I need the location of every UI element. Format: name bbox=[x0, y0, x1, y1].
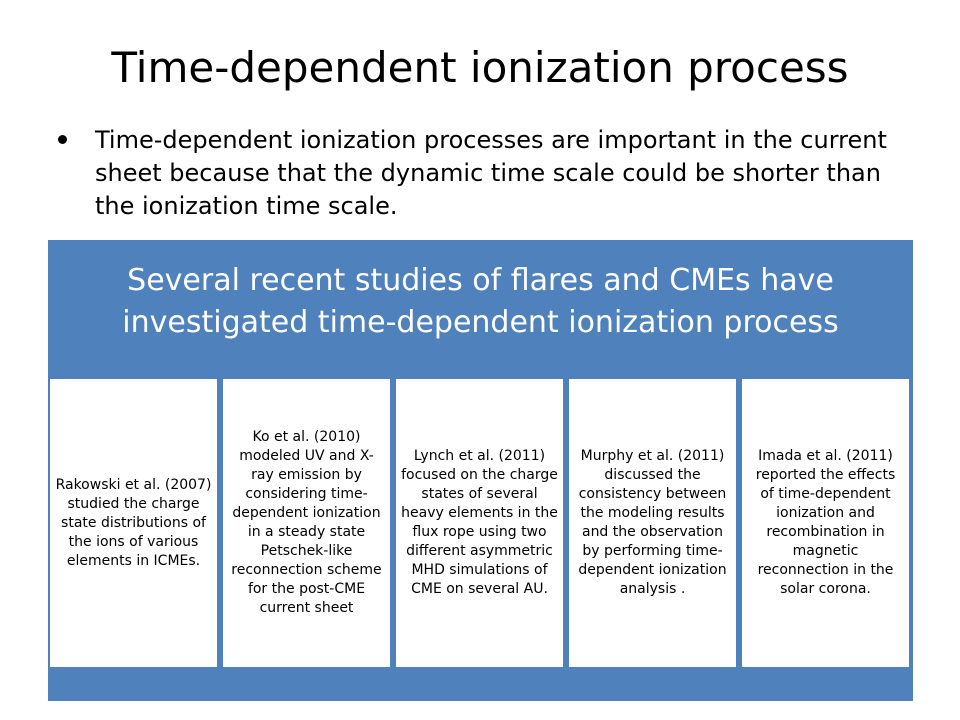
study-card-text: Imada et al. (2011) reported the effects… bbox=[755, 448, 896, 597]
slide-title: Time-dependent ionization process bbox=[111, 43, 849, 92]
study-card-lynch: Lynch et al. (2011) focused on the charg… bbox=[394, 377, 565, 669]
study-card-text: Ko et al. (2010) modeled UV and X-ray em… bbox=[231, 429, 382, 616]
study-card-murphy: Murphy et al. (2011) discussed the consi… bbox=[567, 377, 738, 669]
study-card-imada: Imada et al. (2011) reported the effects… bbox=[740, 377, 911, 669]
bullet-text: Time-dependent ionization processes are … bbox=[95, 126, 887, 220]
studies-panel: Several recent studies of flares and CME… bbox=[48, 240, 913, 701]
study-card-text: Murphy et al. (2011) discussed the consi… bbox=[578, 448, 727, 597]
study-cards: Rakowski et al. (2007) studied the charg… bbox=[48, 377, 913, 669]
study-card-text: Lynch et al. (2011) focused on the charg… bbox=[401, 448, 558, 597]
studies-panel-header: Several recent studies of flares and CME… bbox=[122, 263, 839, 340]
study-card-text: Rakowski et al. (2007) studied the charg… bbox=[55, 476, 212, 569]
study-card-ko: Ko et al. (2010) modeled UV and X-ray em… bbox=[221, 377, 392, 669]
bullet-dot-icon bbox=[58, 135, 67, 144]
study-card-rakowski: Rakowski et al. (2007) studied the charg… bbox=[48, 377, 219, 669]
